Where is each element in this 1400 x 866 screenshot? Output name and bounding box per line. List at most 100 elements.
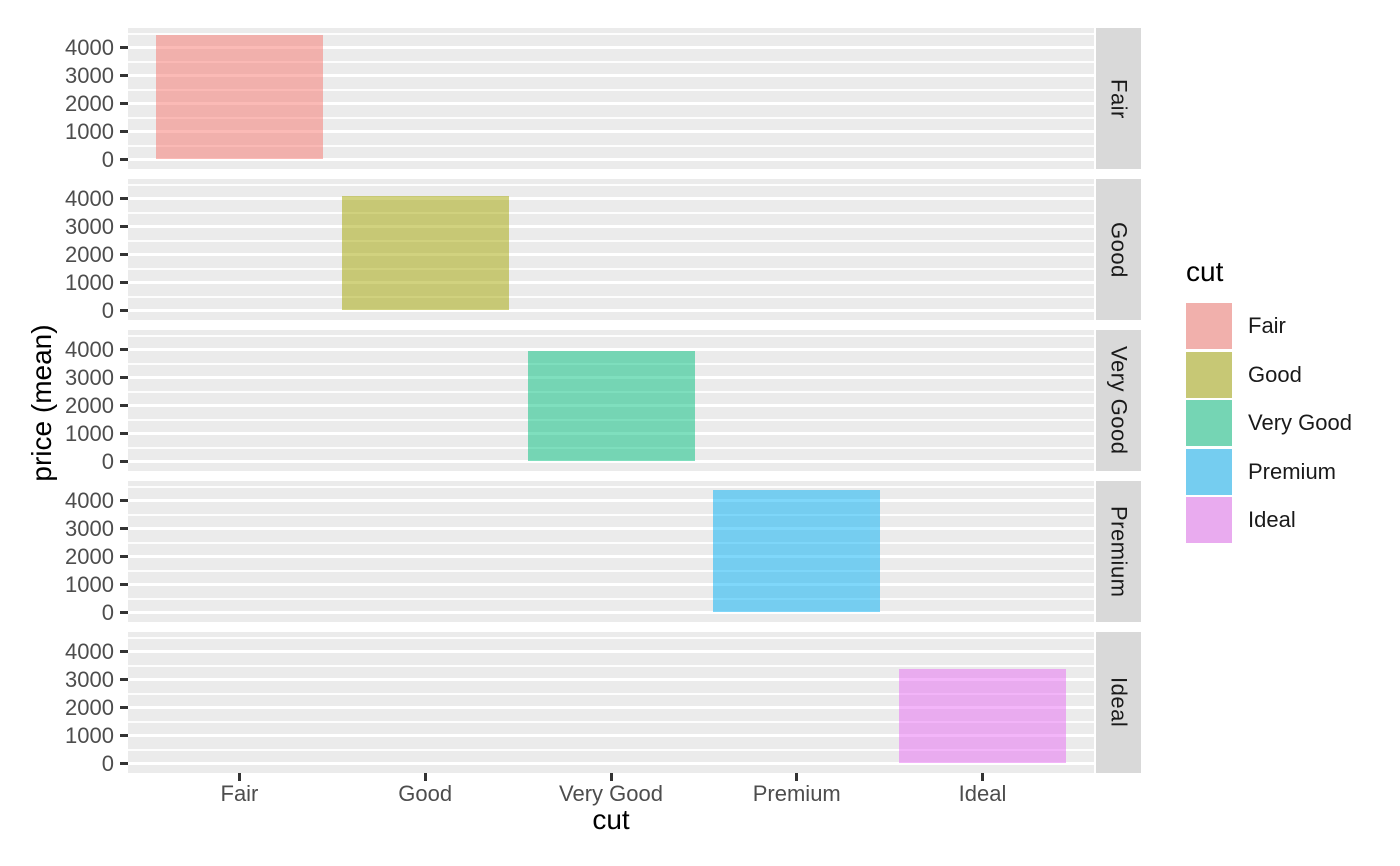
legend: cut Fair Good Very Good Premium Ideal	[1186, 256, 1396, 556]
x-axis-tick-label: Ideal	[958, 781, 1007, 806]
facet-strip-label: Very Good	[1106, 346, 1132, 455]
x-axis-tick	[609, 773, 613, 781]
y-axis-tick	[120, 555, 128, 559]
y-axis-tick-label: 0	[101, 146, 114, 172]
y-axis-tick-label: 2000	[65, 90, 114, 116]
y-axis-tick	[120, 197, 128, 201]
x-axis-tick-label: Premium	[752, 781, 841, 806]
gridline-minor	[128, 485, 1094, 488]
legend-label: Premium	[1248, 458, 1337, 484]
gridline-major	[128, 460, 1094, 463]
y-axis-tick-label: 2000	[65, 694, 114, 720]
y-axis-tick	[120, 611, 128, 614]
legend-key	[1186, 303, 1232, 349]
facet-strip-label: Good	[1106, 221, 1132, 278]
legend-label: Good	[1248, 361, 1302, 387]
gridline-minor	[128, 569, 1094, 572]
y-axis-tick-label: 3000	[65, 213, 114, 239]
y-axis-tick-label: 1000	[65, 269, 114, 295]
gridline-minor	[128, 597, 1094, 600]
legend-swatch	[1186, 303, 1232, 349]
gridline-minor	[128, 183, 1094, 186]
legend-swatch	[1186, 497, 1232, 543]
legend-swatch	[1186, 351, 1232, 398]
gridline-minor	[128, 88, 1094, 91]
bar-premium	[713, 489, 881, 613]
y-axis-tick	[120, 253, 128, 257]
y-axis-tick	[120, 734, 128, 738]
y-axis-tick	[120, 432, 128, 436]
legend-key	[1186, 400, 1232, 446]
gridline-minor	[128, 664, 1094, 667]
facet-strip-label: Fair	[1106, 78, 1132, 119]
y-axis-tick-label: 1000	[65, 420, 114, 446]
facet-strip: Fair	[1096, 28, 1141, 169]
gridline-minor	[128, 334, 1094, 337]
gridline-minor	[128, 116, 1094, 119]
legend-label: Very Good	[1248, 410, 1352, 435]
bar-very-good	[527, 351, 695, 462]
gridline-minor	[128, 32, 1094, 35]
gridline-minor	[128, 60, 1094, 63]
y-axis-tick-label: 3000	[65, 62, 114, 88]
y-axis-tick	[120, 348, 128, 352]
bar-fair	[155, 35, 323, 160]
y-axis-tick	[120, 158, 128, 161]
y-axis-tick-label: 3000	[65, 666, 114, 692]
legend-key	[1186, 351, 1232, 398]
y-axis-tick-label: 0	[101, 750, 114, 776]
gridline-major	[128, 46, 1094, 50]
gridline-major	[128, 158, 1094, 161]
facet-strip-label: Ideal	[1106, 677, 1132, 728]
y-axis-tick-label: 2000	[65, 392, 114, 418]
y-axis-tick	[120, 309, 128, 312]
gridline-major	[128, 348, 1094, 352]
gridline-minor	[128, 239, 1094, 242]
y-axis-tick	[120, 376, 128, 380]
x-axis-tick	[981, 773, 985, 781]
gridline-major	[128, 102, 1094, 106]
gridline-minor	[128, 720, 1094, 723]
y-axis-tick-label: 0	[101, 599, 114, 625]
bar-ideal	[899, 668, 1067, 764]
x-axis-tick	[795, 773, 799, 781]
legend-key	[1186, 497, 1232, 543]
gridline-minor	[128, 144, 1094, 147]
y-axis-tick-label: 3000	[65, 515, 114, 541]
y-axis-tick	[120, 678, 128, 682]
x-axis-tick-label: Fair	[220, 781, 259, 806]
y-axis-tick	[120, 46, 128, 50]
legend-swatch	[1186, 400, 1232, 446]
y-axis-tick-label: 1000	[65, 722, 114, 748]
gridline-minor	[128, 748, 1094, 751]
gridline-major	[128, 130, 1094, 134]
gridline-major	[128, 650, 1094, 654]
legend-label: Ideal	[1248, 507, 1296, 532]
x-axis-tick	[423, 773, 427, 781]
y-axis-tick-label: 1000	[65, 118, 114, 144]
gridline-major	[128, 309, 1094, 312]
legend-key	[1186, 448, 1232, 495]
y-axis-tick	[120, 74, 128, 78]
y-axis-tick	[120, 499, 128, 503]
gridline-major	[128, 678, 1094, 682]
legend-title: cut	[1186, 256, 1224, 287]
legend-label: Fair	[1248, 313, 1286, 338]
y-axis-tick	[120, 706, 128, 710]
x-axis-tick-label: Good	[398, 781, 453, 806]
legend-swatch	[1186, 448, 1232, 495]
facet-strip: Very Good	[1096, 330, 1141, 471]
y-axis-tick-label: 4000	[65, 336, 114, 362]
gridline-major	[128, 762, 1094, 765]
gridline-major	[128, 499, 1094, 503]
facet-strip-label: Premium	[1106, 505, 1132, 598]
gridline-minor	[128, 295, 1094, 298]
y-axis-tick	[120, 583, 128, 587]
gridline-major	[128, 583, 1094, 587]
gridline-major	[128, 555, 1094, 559]
gridline-major	[128, 253, 1094, 257]
y-axis-tick	[120, 650, 128, 654]
y-axis-tick	[120, 404, 128, 408]
gridline-major	[128, 527, 1094, 531]
